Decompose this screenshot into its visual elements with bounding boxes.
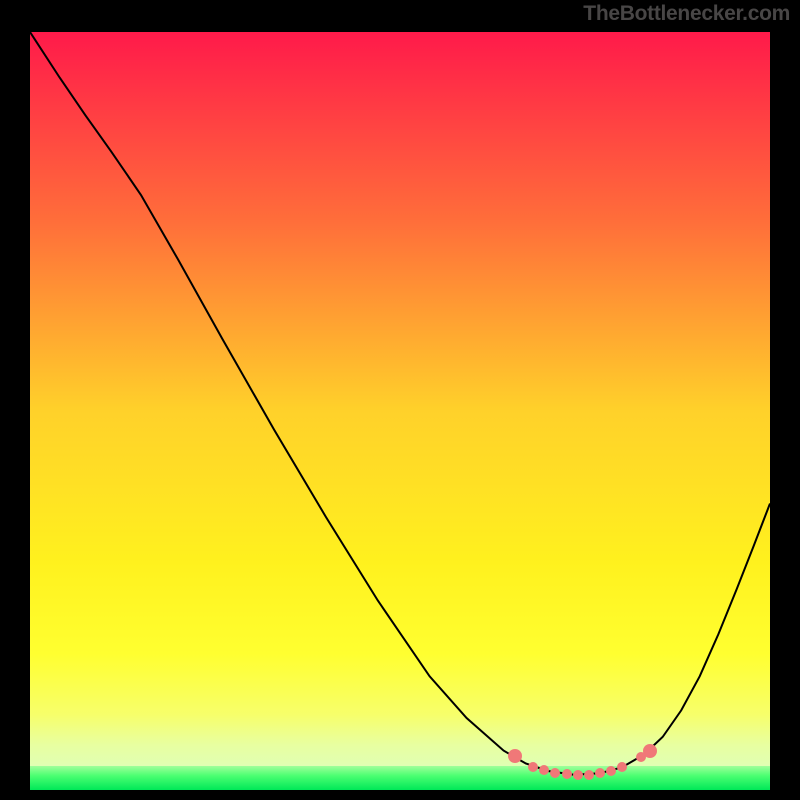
- curve-marker: [617, 762, 627, 772]
- bottleneck-curve: [30, 32, 770, 775]
- curve-marker: [584, 770, 594, 780]
- curve-marker: [508, 749, 522, 763]
- curve-marker: [539, 765, 549, 775]
- curve-marker: [595, 768, 605, 778]
- chart-frame: TheBottlenecker.com: [0, 0, 800, 800]
- watermark-text: TheBottlenecker.com: [583, 2, 790, 26]
- curve-marker: [606, 766, 616, 776]
- curve-marker: [643, 744, 657, 758]
- curve-marker: [562, 769, 572, 779]
- curve-marker: [528, 762, 538, 772]
- curve-marker: [573, 770, 583, 780]
- curve-svg: [30, 32, 770, 790]
- curve-marker: [550, 768, 560, 778]
